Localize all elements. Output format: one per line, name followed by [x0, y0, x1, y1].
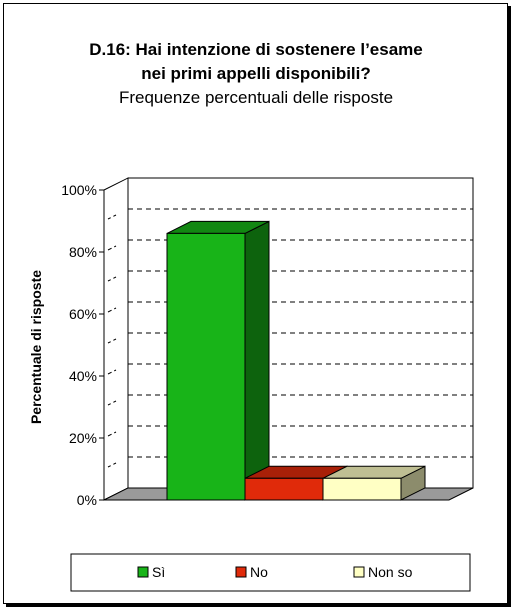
legend-label: Sì: [152, 564, 165, 580]
legend-label: No: [250, 564, 268, 580]
y-axis-label: Percentuale di risposte: [28, 270, 44, 424]
y-tick-label: 60%: [69, 306, 97, 322]
gridline-side: [107, 369, 117, 375]
gridline-side: [107, 307, 117, 313]
legend-label: Non so: [368, 564, 413, 580]
gridline-side: [107, 400, 117, 406]
y-tick-label: 40%: [69, 368, 97, 384]
y-tick-label: 0%: [77, 492, 97, 508]
gridline-side: [107, 431, 117, 437]
chart-canvas: D.16: Hai intenzione di sostenere l’esam…: [28, 40, 474, 592]
gridline-side: [107, 462, 117, 468]
y-tick-label: 20%: [69, 430, 97, 446]
gridline-side: [107, 338, 117, 344]
bar-1: [166, 232, 246, 501]
gridline-side: [107, 214, 117, 220]
chart-title-line-1: D.16: Hai intenzione di sostenere l’esam…: [89, 40, 423, 59]
y-tick-label: 80%: [69, 244, 97, 260]
legend-swatch: [235, 566, 247, 578]
chart-title-line-2: nei primi appelli disponibili?: [141, 64, 371, 83]
bar-3: [322, 477, 402, 501]
bar-side: [244, 220, 270, 501]
bar-2: [244, 477, 324, 501]
legend-swatch: [137, 566, 149, 578]
gridline-side: [107, 245, 117, 251]
gridline-side: [107, 276, 117, 282]
legend: Sì No Non so: [70, 553, 471, 592]
chart-frame: D.16: Hai intenzione di sostenere l’esam…: [3, 3, 508, 604]
plot-area: 0% 20% 40% 60% 80% 100%: [61, 177, 474, 508]
chart-subtitle: Frequenze percentuali delle risposte: [119, 88, 393, 107]
legend-swatch: [353, 566, 365, 578]
y-tick-label: 100%: [61, 182, 97, 198]
